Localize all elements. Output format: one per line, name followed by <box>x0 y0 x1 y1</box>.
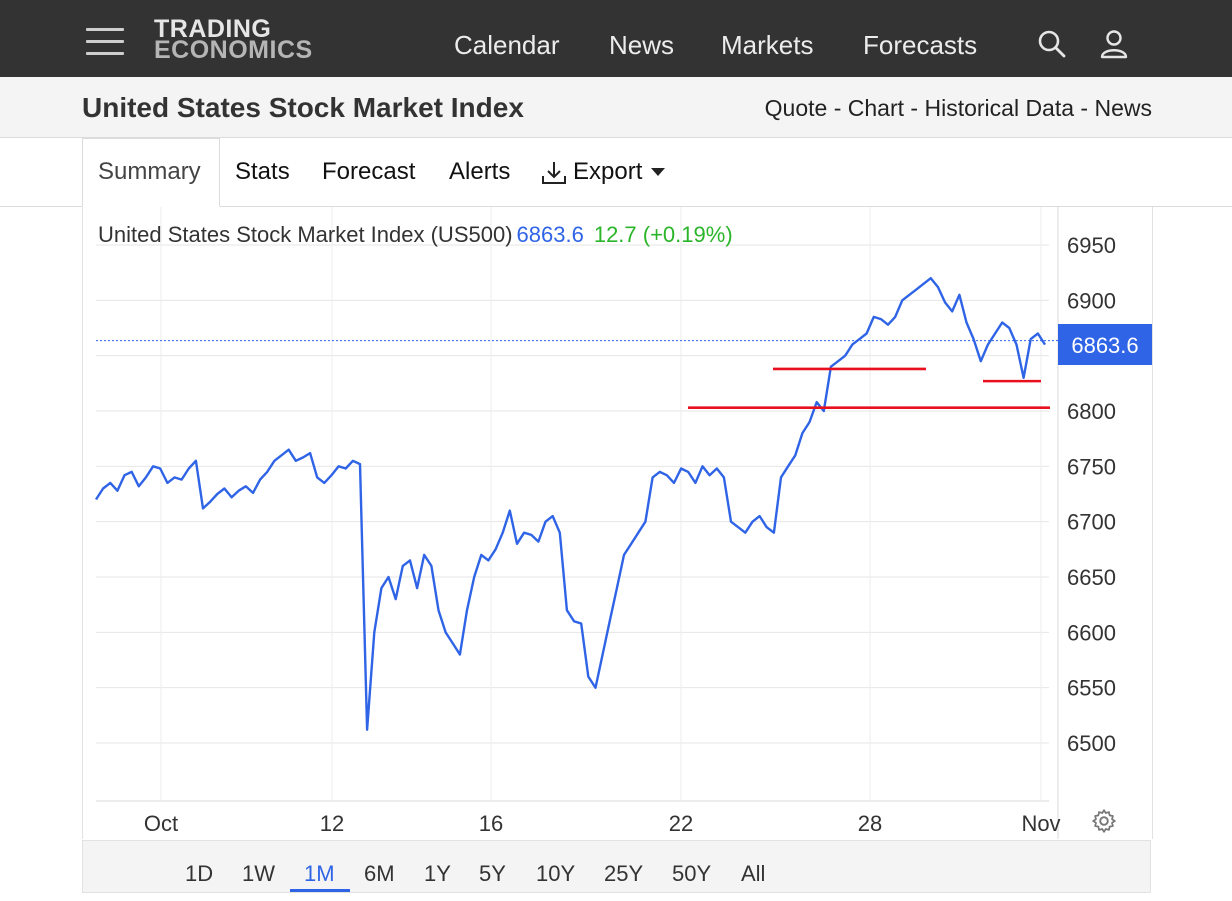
download-icon[interactable] <box>541 160 567 186</box>
y-tick-label: 6800 <box>1067 399 1116 424</box>
y-tick-label: 6950 <box>1067 233 1116 258</box>
site-logo[interactable]: TRADING ECONOMICS <box>154 15 313 64</box>
logo-line2: ECONOMICS <box>154 36 313 64</box>
x-tick-label: 22 <box>669 811 693 836</box>
x-tick-label: 12 <box>320 811 344 836</box>
current-price-badge <box>1058 324 1152 365</box>
x-tick-label: Oct <box>144 811 178 836</box>
breadcrumb: Quote - Chart - Historical Data - News <box>765 95 1152 122</box>
range-selector <box>82 840 1151 893</box>
title-bar <box>0 77 1232 138</box>
hamburger-menu-icon[interactable] <box>86 27 124 57</box>
logo-line1: TRADING <box>154 15 272 43</box>
gear-icon[interactable] <box>1091 808 1117 834</box>
price-line <box>94 276 1047 731</box>
page-title: United States Stock Market Index <box>82 92 524 123</box>
caret-down-icon <box>651 168 665 176</box>
nav-markets[interactable]: Markets <box>721 30 814 60</box>
range-1d[interactable]: 1D <box>185 861 214 886</box>
crumb-historical-data[interactable]: Historical Data <box>924 95 1075 121</box>
crumb-separator: - <box>904 95 925 121</box>
user-icon[interactable] <box>1098 28 1130 60</box>
y-tick-label: 6900 <box>1067 288 1116 313</box>
tab-export[interactable]: Export <box>573 158 643 185</box>
chart-area: 6500655066006650670067506800685069006950… <box>82 207 1153 839</box>
tab-summary[interactable]: Summary <box>98 158 201 185</box>
y-tick-label: 6700 <box>1067 510 1116 535</box>
y-tick-label: 6500 <box>1067 731 1116 756</box>
range-all[interactable]: All <box>741 861 766 886</box>
range-6m[interactable]: 6M <box>364 861 395 886</box>
crumb-quote[interactable]: Quote <box>764 95 828 121</box>
x-tick-label: 28 <box>858 811 882 836</box>
top-navbar <box>0 0 1232 77</box>
legend-last: 6863.6 <box>516 222 584 247</box>
legend-change: 12.7 (+0.19%) <box>593 222 733 247</box>
crumb-separator: - <box>1074 95 1095 121</box>
range-1y[interactable]: 1Y <box>424 861 451 886</box>
range-active-underline <box>290 889 350 892</box>
y-tick-label: 6600 <box>1067 620 1116 645</box>
tab-stats[interactable]: Stats <box>235 158 290 185</box>
y-tick-label: 6550 <box>1067 676 1116 701</box>
price-chart[interactable]: 6500655066006650670067506800685069006950… <box>83 207 1152 839</box>
range-1m[interactable]: 1M <box>304 861 335 886</box>
crumb-news[interactable]: News <box>1094 95 1152 121</box>
legend-name: United States Stock Market Index (US500) <box>98 222 513 247</box>
current-price-label: 6863.6 <box>1071 333 1138 358</box>
range-1w[interactable]: 1W <box>242 861 275 886</box>
tab-alerts[interactable]: Alerts <box>449 158 511 185</box>
tab-active-outline <box>82 138 220 207</box>
range-10y[interactable]: 10Y <box>536 861 576 886</box>
nav-news[interactable]: News <box>609 30 675 60</box>
nav-forecasts[interactable]: Forecasts <box>863 30 978 60</box>
crumb-separator: - <box>827 95 848 121</box>
y-tick-label: 6650 <box>1067 565 1116 590</box>
search-icon[interactable] <box>1036 28 1068 60</box>
range-25y[interactable]: 25Y <box>604 861 644 886</box>
x-tick-label: Nov <box>1021 811 1060 836</box>
crumb-chart[interactable]: Chart <box>847 95 905 121</box>
range-5y[interactable]: 5Y <box>479 861 506 886</box>
tab-forecast[interactable]: Forecast <box>322 158 416 185</box>
range-50y[interactable]: 50Y <box>672 861 712 886</box>
chart-legend: United States Stock Market Index (US500)… <box>98 222 733 248</box>
nav-calendar[interactable]: Calendar <box>454 30 560 60</box>
x-tick-label: 16 <box>479 811 503 836</box>
y-tick-label: 6750 <box>1067 454 1116 479</box>
